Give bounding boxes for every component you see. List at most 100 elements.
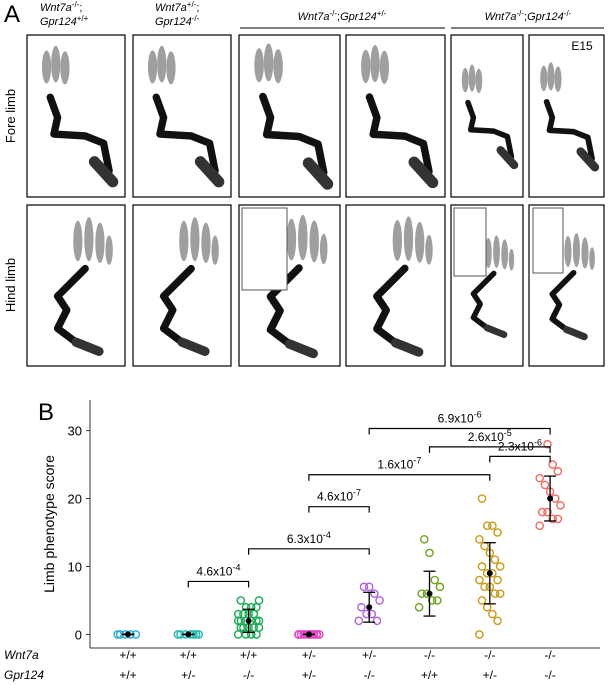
genotype-header: Wnt7a-/-;	[40, 0, 82, 14]
p-value-exponent: -6	[534, 437, 542, 447]
data-point	[538, 507, 547, 517]
data-point	[357, 602, 366, 612]
mean-marker	[547, 495, 554, 502]
p-value-exponent: -7	[413, 456, 421, 466]
row-name: Gpr124	[4, 668, 44, 682]
data-point	[493, 616, 502, 626]
x-tick-label: -/-	[544, 668, 555, 682]
data-point	[364, 582, 374, 592]
data-point	[419, 534, 429, 544]
p-value: 6.9x10-6	[438, 410, 482, 426]
x-tick-label: +/-	[302, 648, 316, 662]
data-point	[488, 521, 497, 530]
genotype-header: Gpr124-/-	[155, 14, 200, 28]
significance-bracket	[187, 580, 250, 588]
data-point	[488, 609, 497, 619]
x-tick-label: -/-	[364, 668, 375, 682]
x-tick-label: -/-	[424, 648, 435, 662]
p-value-base: 4.6x10	[196, 564, 232, 578]
mean-marker	[486, 570, 493, 577]
p-value: 1.6x10-7	[377, 456, 421, 472]
data-point	[477, 596, 487, 605]
data-point	[417, 589, 427, 598]
genotype-header: Wnt7a+/-;	[155, 0, 199, 14]
y-tick-label: 0	[75, 627, 82, 642]
data-point	[475, 630, 484, 639]
mean-marker	[366, 604, 373, 611]
p-value-base: 6.9x10	[438, 412, 474, 426]
x-tick-label: +/+	[180, 648, 197, 662]
genotype-header: Gpr124+/+	[40, 14, 89, 28]
x-tick-label: +/+	[240, 648, 257, 662]
mean-marker	[305, 631, 312, 638]
data-point	[535, 521, 545, 530]
p-value: 2.3x10-6	[498, 437, 542, 453]
data-point	[477, 494, 487, 503]
row-name: Wnt7a	[4, 648, 39, 662]
data-point	[254, 596, 264, 605]
x-tick-label: -/-	[484, 648, 495, 662]
panel-label: A	[4, 1, 20, 28]
p-value-exponent: -5	[504, 428, 512, 438]
data-point	[543, 439, 552, 449]
data-point	[490, 555, 500, 564]
x-tick-label: +/+	[119, 668, 136, 682]
data-point	[553, 514, 563, 524]
p-value: 2.6x10-5	[468, 428, 512, 444]
y-axis-label: Limb phenotype score	[41, 455, 57, 593]
data-point	[495, 589, 505, 598]
data-point	[535, 473, 545, 483]
data-point	[490, 589, 500, 598]
data-point	[548, 460, 558, 469]
panel-label: B	[38, 399, 54, 426]
data-point	[477, 562, 487, 571]
data-point	[553, 467, 563, 476]
row-label: Hind limb	[3, 258, 18, 312]
significance-bracket	[368, 427, 551, 435]
p-value-base: 4.6x10	[317, 490, 353, 504]
x-tick-label: -/-	[544, 648, 555, 662]
insets	[241, 207, 564, 291]
genotype-header: Wnt7a-/-;Gpr124-/-	[485, 9, 572, 23]
x-tick-label: +/+	[421, 668, 438, 682]
data-point	[475, 575, 484, 585]
data-point	[432, 596, 442, 605]
p-value-exponent: -4	[323, 530, 331, 540]
mean-marker	[245, 617, 252, 624]
data-point	[359, 582, 369, 592]
data-point	[493, 575, 502, 585]
significance-bracket	[308, 474, 491, 481]
x-tick-label: +/-	[181, 668, 195, 682]
data-point	[482, 521, 492, 530]
data-point	[241, 602, 251, 612]
data-point	[427, 596, 437, 605]
x-tick-label: +/-	[302, 668, 316, 682]
p-value-base: 1.6x10	[377, 458, 413, 472]
p-value-base: 6.3x10	[287, 532, 323, 546]
data-point	[414, 602, 424, 612]
image-frames	[26, 34, 605, 367]
y-tick-label: 30	[68, 424, 82, 439]
data-point	[493, 528, 502, 537]
p-value: 6.3x10-4	[287, 530, 331, 546]
data-point	[540, 480, 550, 490]
y-tick-label: 10	[68, 559, 82, 574]
y-tick-label: 20	[68, 492, 82, 507]
x-tick-label: +/-	[362, 648, 376, 662]
data-point	[435, 582, 445, 592]
p-value: 4.6x10-7	[317, 488, 361, 504]
data-point	[372, 616, 382, 626]
mean-marker	[185, 631, 192, 638]
data-point	[425, 548, 434, 558]
row-label: Fore limb	[3, 89, 18, 143]
data-point	[367, 609, 377, 619]
p-value-exponent: -4	[232, 562, 240, 572]
data-point	[194, 630, 203, 639]
significance-bracket	[248, 548, 370, 555]
stage-label: E15	[571, 39, 593, 53]
data-point	[254, 616, 264, 626]
significance-bracket	[489, 455, 551, 463]
x-tick-label: -/-	[243, 668, 254, 682]
data-point	[233, 609, 243, 619]
